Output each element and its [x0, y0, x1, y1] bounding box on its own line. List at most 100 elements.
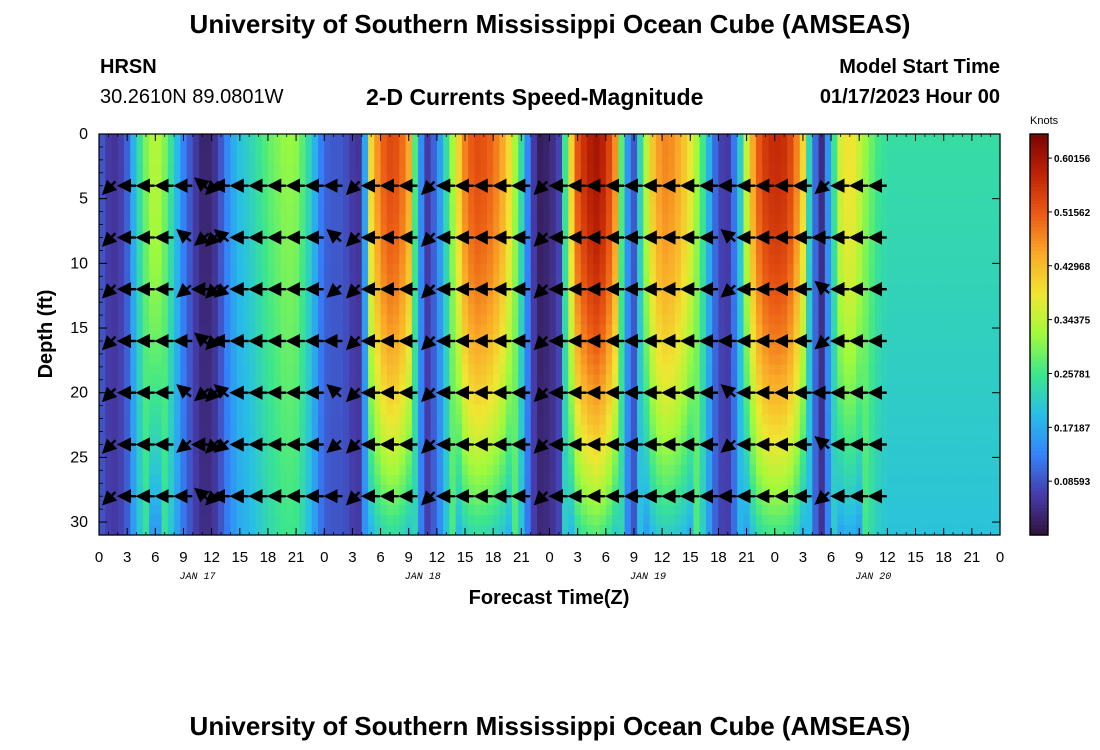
heatmap-cell	[155, 314, 163, 326]
heatmap-cell	[818, 344, 826, 356]
heatmap-cell	[486, 314, 494, 326]
heatmap-cell	[286, 314, 294, 326]
heatmap-cell	[693, 364, 701, 376]
heatmap-cell	[311, 224, 319, 235]
heatmap-cell	[330, 204, 338, 215]
heatmap-cell	[868, 144, 876, 155]
heatmap-cell	[393, 344, 400, 356]
heatmap-cell	[655, 254, 663, 265]
heatmap-cell	[174, 244, 181, 255]
heatmap-cell	[374, 464, 382, 476]
heatmap-cell	[724, 144, 732, 155]
heatmap-cell	[399, 144, 407, 155]
heatmap-cell	[317, 214, 325, 225]
heatmap-cell	[380, 424, 388, 436]
heatmap-cell	[267, 174, 275, 185]
heatmap-cell	[124, 314, 131, 326]
heatmap-cell	[637, 304, 644, 316]
heatmap-cell	[418, 174, 425, 185]
heatmap-cell	[280, 224, 288, 235]
heatmap-cell	[831, 194, 838, 205]
heatmap-cell	[787, 144, 795, 155]
heatmap-cell	[593, 224, 601, 235]
heatmap-cell	[568, 424, 576, 436]
heatmap-cell	[849, 334, 857, 346]
heatmap-cell	[461, 244, 469, 255]
heatmap-cell	[174, 294, 181, 306]
heatmap-cell	[943, 144, 951, 155]
heatmap-cell	[486, 304, 494, 316]
heatmap-cell	[305, 474, 313, 486]
heatmap-cell	[899, 174, 907, 185]
heatmap-cell	[687, 234, 695, 245]
heatmap-cell	[737, 384, 745, 396]
heatmap-cell	[286, 454, 294, 466]
heatmap-cell	[668, 454, 676, 466]
heatmap-cell	[974, 384, 982, 396]
heatmap-cell	[943, 374, 951, 386]
heatmap-cell	[668, 414, 676, 426]
heatmap-cell	[530, 164, 538, 175]
heatmap-cell	[568, 144, 576, 155]
current-speed-chart: 0 3 6 9 12 15 18 21 0 3 6 9 12 15 18 21 0 3 6 9 12 15 18 21 0 3 6 9…	[35, 115, 1091, 609]
heatmap-cell	[468, 264, 476, 275]
heatmap-cell	[292, 404, 300, 416]
heatmap-cell	[236, 364, 244, 376]
heatmap-cell	[593, 324, 601, 336]
heatmap-cell	[355, 454, 363, 466]
heatmap-cell	[906, 184, 914, 195]
heatmap-cell	[824, 404, 832, 416]
heatmap-cell	[242, 294, 250, 306]
heatmap-cell	[411, 134, 419, 145]
heatmap-cell	[149, 144, 156, 155]
heatmap-cell	[330, 354, 338, 366]
heatmap-cell	[549, 454, 557, 466]
heatmap-cell	[906, 234, 914, 245]
heatmap-cell	[906, 134, 914, 145]
heatmap-cell	[693, 194, 701, 205]
heatmap-cell	[161, 324, 169, 336]
heatmap-cell	[361, 444, 369, 456]
heatmap-cell	[305, 284, 313, 295]
heatmap-cell	[824, 384, 832, 396]
heatmap-cell	[186, 354, 194, 366]
heatmap-cell	[580, 224, 588, 235]
heatmap-cell	[705, 364, 713, 376]
heatmap-cell	[317, 424, 325, 436]
heatmap-cell	[336, 304, 344, 316]
heatmap-cell	[699, 434, 707, 446]
heatmap-cell	[530, 214, 538, 225]
heatmap-cell	[242, 464, 250, 476]
heatmap-cell	[505, 404, 513, 416]
heatmap-cell	[299, 164, 307, 175]
heatmap-cell	[718, 264, 726, 275]
heatmap-cell	[105, 204, 113, 215]
heatmap-cell	[330, 414, 338, 426]
heatmap-cell	[931, 454, 939, 466]
heatmap-cell	[217, 374, 225, 386]
heatmap-cell	[943, 134, 951, 145]
heatmap-cell	[718, 384, 726, 396]
heatmap-cell	[862, 464, 870, 476]
heatmap-cell	[587, 184, 594, 195]
heatmap-cell	[286, 264, 294, 275]
heatmap-cell	[361, 284, 369, 295]
heatmap-cell	[174, 354, 181, 366]
heatmap-cell	[587, 254, 594, 265]
heatmap-cell	[768, 364, 776, 376]
heatmap-cell	[849, 384, 857, 396]
heatmap-cell	[324, 294, 332, 306]
heatmap-cell	[399, 424, 407, 436]
heatmap-cell	[831, 434, 838, 446]
heatmap-cell	[343, 294, 350, 306]
heatmap-cell	[755, 464, 763, 476]
heatmap-cell	[217, 204, 225, 215]
heatmap-cell	[924, 194, 932, 205]
heatmap-cell	[292, 244, 300, 255]
heatmap-cell	[424, 214, 432, 225]
heatmap-cell	[868, 244, 876, 255]
heatmap-cell	[912, 184, 920, 195]
heatmap-cell	[343, 194, 350, 205]
heatmap-cell	[624, 184, 632, 195]
heatmap-cell	[511, 244, 519, 255]
